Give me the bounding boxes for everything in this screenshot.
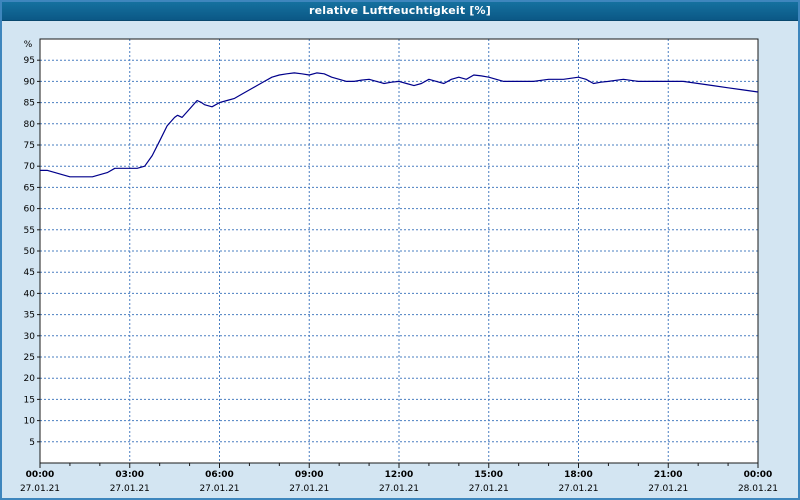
x-tick-time-label: 18:00 — [564, 470, 593, 480]
window-title: relative Luftfeuchtigkeit [%] — [309, 4, 491, 17]
x-tick-date-label: 27.01.21 — [199, 484, 239, 494]
x-tick-time-label: 12:00 — [385, 470, 414, 480]
x-tick-date-label: 27.01.21 — [289, 484, 329, 494]
x-tick-time-label: 00:00 — [744, 470, 773, 480]
plot-border — [39, 38, 759, 464]
x-tick-date-label: 27.01.21 — [379, 484, 419, 494]
y-tick-label: 5 — [29, 438, 35, 448]
y-tick-label: 20 — [24, 374, 36, 384]
y-tick-label: 95 — [24, 56, 35, 66]
humidity-line-chart: 5 10 15 20 25 30 35 40 45 50 55 60 65 70 75 80 85 90 95% 00… — [20, 38, 778, 494]
y-tick-label: 85 — [24, 99, 35, 109]
y-tick-label: 80 — [24, 120, 36, 130]
x-tick-time-label: 21:00 — [654, 470, 683, 480]
y-axis-unit-label: % — [24, 40, 33, 50]
window-titlebar: relative Luftfeuchtigkeit [%] — [2, 2, 798, 21]
y-tick-label: 15 — [24, 395, 35, 405]
x-tick-date-label: 27.01.21 — [648, 484, 688, 494]
x-tick-date-label: 28.01.21 — [738, 484, 778, 494]
series-line — [40, 72, 759, 178]
y-tick-label: 50 — [24, 247, 36, 257]
y-tick-label: 65 — [24, 183, 35, 193]
x-tick-time-label: 15:00 — [474, 470, 503, 480]
x-tick-time-label: 00:00 — [26, 470, 55, 480]
x-tick-time-label: 09:00 — [295, 470, 324, 480]
x-tick-time-label: 03:00 — [115, 470, 144, 480]
y-tick-label: 10 — [24, 417, 36, 427]
y-tick-label: 45 — [24, 268, 35, 278]
y-tick-label: 35 — [24, 311, 35, 321]
x-tick-date-label: 27.01.21 — [558, 484, 598, 494]
y-tick-label: 30 — [24, 332, 36, 342]
y-tick-label: 25 — [24, 353, 35, 363]
y-tick-label: 40 — [24, 289, 36, 299]
y-tick-label: 70 — [24, 162, 36, 172]
x-tick-date-label: 27.01.21 — [20, 484, 60, 494]
x-tick-date-label: 27.01.21 — [469, 484, 509, 494]
chart-area: 5 10 15 20 25 30 35 40 45 50 55 60 65 70 75 80 85 90 95% 00… — [2, 21, 798, 498]
y-tick-label: 75 — [24, 141, 35, 151]
y-tick-label: 90 — [24, 77, 36, 87]
y-tick-label: 60 — [24, 205, 36, 215]
x-tick-date-label: 27.01.21 — [110, 484, 150, 494]
x-tick-time-label: 06:00 — [205, 470, 234, 480]
y-tick-label: 55 — [24, 226, 35, 236]
